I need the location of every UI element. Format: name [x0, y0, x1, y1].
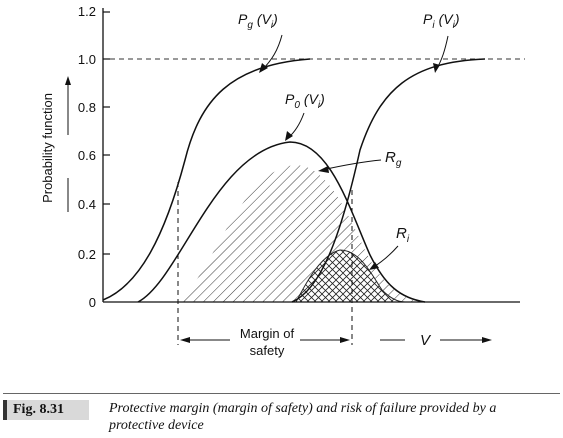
pg-curve: [102, 58, 311, 301]
margin-arrowhead-left: [180, 337, 190, 343]
pi-leader-arrowhead: [433, 63, 440, 73]
y-tick-label: 0: [89, 295, 96, 310]
x-axis-label: V: [420, 332, 432, 349]
y-tick-label: 0.6: [78, 148, 96, 163]
ri-leader-arrowhead: [369, 262, 379, 270]
p0-curve: [137, 141, 426, 303]
v-arrowhead: [482, 337, 492, 343]
pg-leader-arrowhead: [259, 63, 268, 73]
svg-text:Ri: Ri: [396, 225, 410, 245]
y-tick-label: 0.8: [78, 100, 96, 115]
rg-leader-arrowhead: [318, 166, 329, 173]
svg-text:Pi(Vi): Pi (Vi): [423, 11, 459, 31]
margin-label-line2: safety: [250, 343, 285, 358]
y-ticks: [103, 11, 110, 255]
probability-diagram: 1.2 1.0 0.8 0.6 0.4 0.2 0 Probability fu…: [40, 4, 525, 358]
svg-text:P0(Vi): P0 (Vi): [285, 91, 325, 111]
ri-label: Ri: [396, 225, 410, 245]
pi-curve: [291, 58, 486, 303]
pg-label: Pg (Vi): [238, 11, 278, 31]
caption-divider: [3, 393, 560, 394]
p0-label: P0 (Vi): [285, 91, 325, 111]
pi-label: Pi (Vi): [423, 11, 459, 31]
margin-arrowhead-right: [340, 337, 350, 343]
y-axis-label: Probability function: [40, 93, 55, 203]
rg-hatched-region: [178, 165, 420, 302]
ri-crosshatched-region-fill: [295, 249, 406, 303]
figure-number: Fig. 8.31: [3, 400, 89, 420]
rg-leader: [321, 159, 382, 171]
p0-leader-arrowhead: [285, 131, 293, 141]
y-tick-label: 0.2: [78, 247, 96, 262]
rg-label: Rg: [385, 149, 402, 169]
svg-text:Pg(Vi): Pg (Vi): [238, 11, 278, 31]
margin-label-line1: Margin of: [240, 326, 295, 341]
y-tick-label: 1.0: [78, 52, 96, 67]
figure-caption: Protective margin (margin of safety) and…: [109, 401, 497, 433]
y-axis-arrowhead: [65, 76, 71, 85]
svg-text:Rg: Rg: [385, 149, 402, 169]
y-tick-label: 0.4: [78, 197, 96, 212]
y-tick-label: 1.2: [78, 4, 96, 19]
